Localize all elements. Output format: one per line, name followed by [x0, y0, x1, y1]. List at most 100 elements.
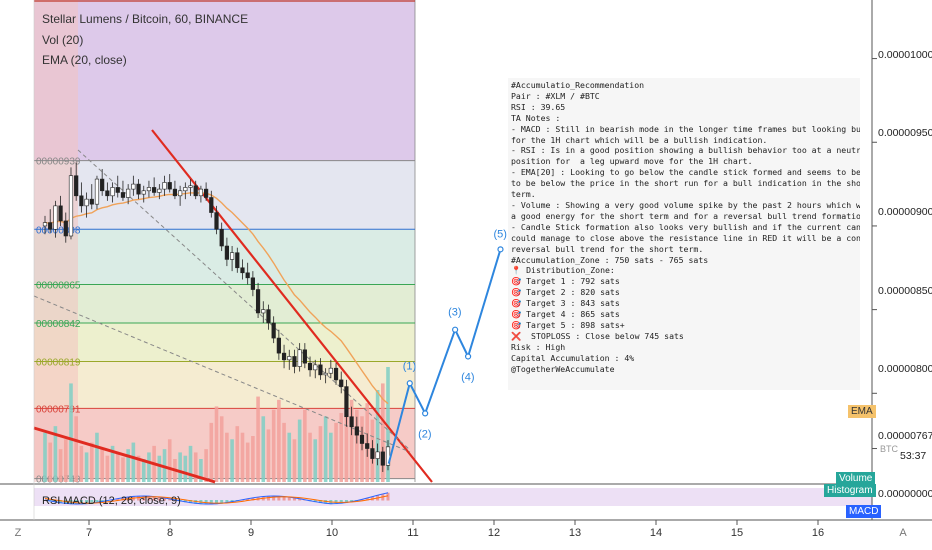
candle-body: [307, 362, 313, 371]
candle-body: [188, 185, 193, 188]
projected-path: [387, 249, 502, 464]
candle-body: [110, 187, 115, 197]
fib-zone: [34, 323, 415, 362]
macd-histogram-bar: [152, 496, 156, 501]
macd-histogram-bar: [282, 496, 286, 501]
vol-indicator-label[interactable]: Vol (20): [42, 33, 84, 47]
wave-label: (5): [493, 228, 506, 240]
volume-bar: [292, 439, 297, 482]
note-line: term.: [511, 189, 536, 200]
macd-histogram-bar: [79, 500, 83, 505]
volume-bar: [193, 452, 198, 482]
candle-body: [297, 349, 302, 367]
candle-body: [375, 451, 380, 459]
candle-body: [58, 205, 63, 222]
wave-label: (4): [461, 371, 474, 383]
time-label-11: 11: [407, 527, 419, 539]
volume-bar: [84, 452, 89, 482]
zoom-button[interactable]: Z: [14, 527, 22, 539]
volume-bar: [43, 432, 47, 482]
volume-bar: [79, 445, 84, 482]
time-label-14: 14: [649, 527, 663, 539]
candle-body: [261, 309, 266, 314]
analysis-note: #Accumulatio_Recommendation Pair : #XLM /…: [508, 78, 860, 390]
macd-histogram-bar: [251, 497, 255, 501]
volume-bar: [245, 442, 250, 482]
macd-histogram-bar: [324, 500, 328, 504]
candle-body: [292, 356, 297, 367]
note-line: @TogetherWeAccumulate: [511, 363, 615, 374]
macd-histogram-bar: [246, 498, 250, 501]
candle-body: [126, 188, 131, 198]
volume-bar: [69, 383, 73, 482]
signal-line: [44, 495, 389, 504]
fib-level-label: 00000865: [36, 281, 81, 292]
note-line: 🎯 Target 1 : 792 sats: [511, 276, 620, 287]
candle-body: [250, 277, 255, 290]
price-label-current: 0.00000767: [878, 430, 932, 442]
volume-bar: [297, 419, 302, 482]
macd-histogram-bar: [100, 500, 104, 503]
volume-bar: [95, 432, 99, 482]
candle-body: [359, 434, 365, 444]
candle-body: [79, 195, 84, 207]
macd-histogram-bar: [90, 500, 94, 504]
candle-body: [115, 187, 120, 193]
note-line: position for a leg upward move for the 1…: [511, 156, 753, 167]
macd-histogram-bar: [163, 497, 167, 501]
indicator-zero-label: 0.00000000: [878, 488, 932, 500]
price-label-850: 0.00000850: [878, 285, 932, 297]
volume-tag: Volume: [836, 472, 876, 485]
volume-bar: [256, 396, 260, 482]
candle-body: [339, 379, 344, 387]
candle-body: [157, 188, 162, 193]
volume-bar: [136, 455, 141, 482]
macd-histogram-bar: [157, 497, 161, 501]
candle-body: [204, 188, 209, 198]
volume-bar: [219, 416, 224, 482]
projected-wave: (1) (2) (3) (4) (5): [387, 228, 507, 464]
fib-level-label: 00000749: [36, 475, 81, 486]
macd-pane: [0, 483, 872, 518]
volume-bar: [355, 409, 359, 482]
ema-tag: EMA: [848, 405, 876, 418]
note-line: - MACD : Still in bearish mode in the lo…: [511, 123, 860, 134]
volume-bar: [344, 386, 349, 482]
macd-histogram-bar: [313, 500, 317, 503]
candle-body: [209, 197, 214, 213]
candle-body: [53, 205, 58, 230]
volume-bar: [251, 436, 255, 482]
volume-bar: [313, 439, 318, 482]
volume-bar: [105, 455, 110, 482]
macd-histogram-bar: [168, 498, 172, 501]
note-line: 🎯 Target 4 : 865 sats: [511, 309, 620, 320]
volume-bar: [386, 367, 390, 482]
note-line: a good energy for the short term and for…: [511, 210, 860, 221]
note-line: could manage to close above the resistan…: [511, 232, 860, 243]
auto-scale-button[interactable]: A: [899, 527, 907, 539]
candle-body: [141, 190, 146, 195]
candle-body: [94, 178, 100, 205]
candle-body: [198, 188, 204, 197]
candle-body: [219, 228, 224, 247]
volume-bar: [230, 439, 234, 482]
volume-bar: [375, 390, 380, 482]
macd-histogram-bar: [116, 498, 120, 501]
fib-zones: [34, 0, 416, 482]
candle-body: [318, 364, 323, 376]
axes: [0, 0, 932, 525]
macd-histogram-bar: [365, 498, 369, 501]
note-line: - Candle Stick formation also looks very…: [511, 221, 860, 232]
candle-body: [271, 322, 276, 339]
volume-bar: [110, 445, 115, 482]
fib-zone: [34, 284, 415, 324]
channel-lower-dashed: [33, 295, 411, 453]
time-label-7: 7: [85, 527, 93, 539]
ema-indicator-label[interactable]: EMA (20, close): [42, 53, 127, 67]
note-line: 📍 Distribution_Zone:: [511, 265, 615, 276]
macd-indicator-label[interactable]: RSI MACD (12, 26, close, 9): [42, 495, 181, 507]
candle-body: [333, 367, 339, 381]
candle-body: [323, 372, 328, 376]
volume-bar: [199, 459, 203, 482]
